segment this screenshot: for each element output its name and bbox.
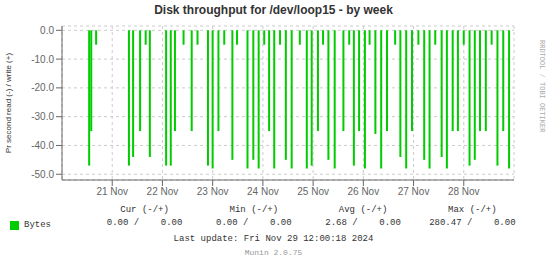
svg-text:24 Nov: 24 Nov <box>247 186 279 197</box>
svg-text:-20.0: -20.0 <box>31 82 54 93</box>
svg-text:Pr second read (-) / write (+): Pr second read (-) / write (+) <box>8 53 13 154</box>
html-text:Munin 2.0.75: Munin 2.0.75 <box>244 248 303 257</box>
svg-text:-10.0: -10.0 <box>31 54 54 65</box>
svg-text:26 Nov: 26 Nov <box>347 186 379 197</box>
svg-text:-30.0: -30.0 <box>31 111 54 122</box>
html-text:0.00 / 0.00: 0.00 / 0.00 <box>216 218 292 228</box>
html-text:Last update: Fri Nov 29 12:00:: Last update: Fri Nov 29 12:00:18 2024 <box>173 234 374 244</box>
svg-text:22 Nov: 22 Nov <box>147 186 179 197</box>
html-text:RRDTOOL / TOBI OETIKER: RRDTOOL / TOBI OETIKER <box>538 40 546 133</box>
svg-text:28 Nov: 28 Nov <box>448 186 480 197</box>
html-text:Cur (-/+): Cur (-/+) <box>120 205 169 215</box>
svg-text:23 Nov: 23 Nov <box>197 186 229 197</box>
html-text:Max (-/+): Max (-/+) <box>448 205 497 215</box>
html-text:Avg (-/+): Avg (-/+) <box>338 205 388 215</box>
svg-text:27 Nov: 27 Nov <box>398 186 430 197</box>
html-text:Disk throughput for /dev/loop1: Disk throughput for /dev/loop15 - by wee… <box>154 3 393 17</box>
svg-text:-40.0: -40.0 <box>31 140 54 151</box>
svg-text:0.0: 0.0 <box>40 25 54 36</box>
svg-text:-50.0: -50.0 <box>31 169 54 180</box>
html-text:Bytes: Bytes <box>24 220 51 230</box>
html-text:2.68 / 0.00: 2.68 / 0.00 <box>325 218 401 228</box>
html-text:0.00 / 0.00: 0.00 / 0.00 <box>106 218 183 228</box>
html-text:280.47 / 0.00: 280.47 / 0.00 <box>429 218 516 228</box>
svg-text:25 Nov: 25 Nov <box>297 186 329 197</box>
html-text:Min (-/+): Min (-/+) <box>229 205 279 215</box>
svg-text:21 Nov: 21 Nov <box>96 186 128 197</box>
